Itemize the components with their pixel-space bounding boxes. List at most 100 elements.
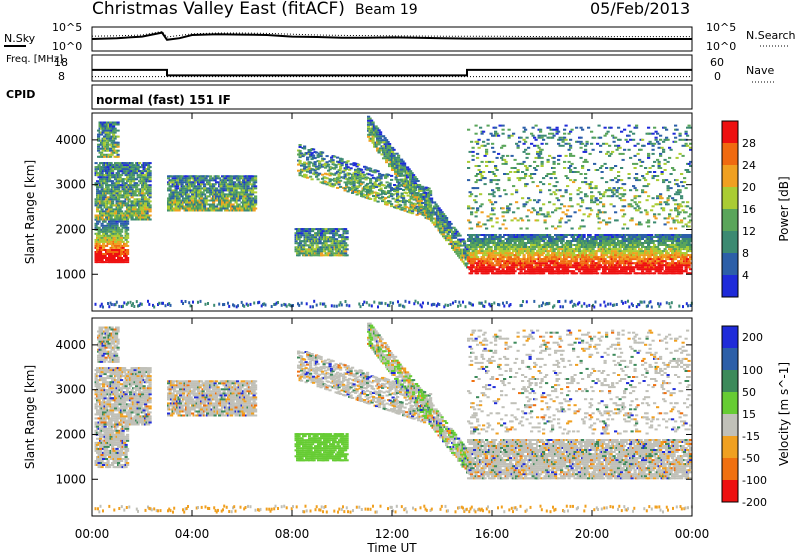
echo-cell <box>563 260 567 263</box>
echo-cell <box>603 246 607 248</box>
echo-cell <box>536 266 540 269</box>
echo-cell <box>103 236 107 239</box>
echo-cell <box>386 147 390 150</box>
echo-cell <box>224 181 228 184</box>
echo-cell <box>519 270 523 273</box>
echo-cell <box>419 200 423 202</box>
echo-cell <box>102 244 106 247</box>
echo-cell <box>118 220 122 223</box>
echo-cell <box>130 162 134 165</box>
echo-cell <box>345 183 349 186</box>
echo-cell <box>113 137 117 140</box>
echo-cell <box>387 192 391 194</box>
echo-cell <box>148 192 152 195</box>
echo-cell <box>345 238 349 241</box>
echo-cell <box>400 208 404 211</box>
panel-background <box>92 113 692 311</box>
echo-cell <box>311 236 315 239</box>
echo-cell <box>111 234 115 237</box>
echo-cell <box>591 238 595 240</box>
echo-cell <box>182 197 186 200</box>
echo-cell <box>566 262 570 265</box>
echo-cell <box>313 161 317 164</box>
echo-cell <box>306 234 310 237</box>
echo-cell <box>572 270 576 273</box>
echo-cell <box>440 211 444 214</box>
echo-cell <box>546 254 550 257</box>
echo-cell <box>336 170 340 173</box>
echo-cell <box>486 266 490 269</box>
echo-cell <box>221 201 225 204</box>
echo-cell <box>355 165 359 168</box>
echo-cell <box>501 246 505 248</box>
echo-cell <box>582 234 586 236</box>
echo-cell <box>361 181 365 184</box>
echo-cell <box>180 181 184 184</box>
echo-cell <box>174 195 178 198</box>
echo-cell <box>331 161 335 164</box>
echo-cell <box>572 236 576 238</box>
echo-cell <box>345 167 349 170</box>
echo-cell <box>97 182 101 185</box>
echo-cell <box>313 163 317 166</box>
echo-cells <box>94 115 693 309</box>
echo-cell <box>588 236 592 238</box>
echo-cell <box>615 252 619 255</box>
echo-cell <box>339 179 343 182</box>
echo-cell <box>233 199 237 202</box>
echo-cell <box>379 177 383 180</box>
echo-cell <box>327 252 331 255</box>
echo-cell <box>460 258 464 261</box>
echo-cell <box>111 202 115 205</box>
echo-cell <box>454 236 458 239</box>
echo-cell <box>542 252 546 255</box>
echo-cell <box>130 196 134 199</box>
echo-cell <box>557 250 561 253</box>
echo-cell <box>141 218 145 221</box>
echo-cell <box>344 228 348 231</box>
echo-cell <box>491 252 495 255</box>
echo-cell <box>310 158 314 161</box>
echo-cell <box>355 193 359 196</box>
echo-cell <box>117 182 121 185</box>
echo-cell <box>518 234 522 236</box>
echo-cell <box>312 148 316 151</box>
echo-cell <box>373 199 377 202</box>
echo-cell <box>474 248 478 251</box>
echo-cell <box>391 150 395 153</box>
echo-cell <box>100 208 104 211</box>
echo-cell <box>185 209 189 212</box>
echo-cell <box>167 203 171 206</box>
echo-cell <box>521 252 525 255</box>
echo-cell <box>228 177 232 180</box>
echo-cell <box>371 123 375 126</box>
noise-panel: N.Sky 10^5 10^0 10^5 10^0 N.Search <box>4 21 796 53</box>
echo-cell <box>614 264 618 267</box>
echo-cell <box>384 187 388 189</box>
echo-cell <box>419 189 423 192</box>
echo-cell <box>377 143 381 146</box>
echo-cell <box>102 210 106 213</box>
echo-cell <box>397 172 401 175</box>
echo-cell <box>183 207 187 210</box>
echo-cell <box>100 180 104 183</box>
echo-cell <box>117 212 121 215</box>
echo-cell <box>590 256 594 259</box>
echo-cell <box>569 246 573 248</box>
echo-cell <box>224 193 228 196</box>
echo-cell <box>94 224 98 227</box>
echo-cell <box>374 129 378 132</box>
echo-cell <box>315 246 319 249</box>
echo-cell <box>115 244 119 247</box>
echo-cell <box>615 268 619 271</box>
echo-cell <box>126 249 130 251</box>
echo-cell <box>590 254 594 257</box>
freq-panel: Freq. [MHz] 18 8 60 0 Nave <box>6 54 775 83</box>
echo-cell <box>97 226 101 229</box>
echo-cell <box>109 242 113 245</box>
echo-cell <box>317 252 321 255</box>
echo-cell <box>309 155 313 158</box>
echo-cell <box>121 214 125 217</box>
echo-cell <box>575 258 579 261</box>
echo-cell <box>363 173 367 176</box>
